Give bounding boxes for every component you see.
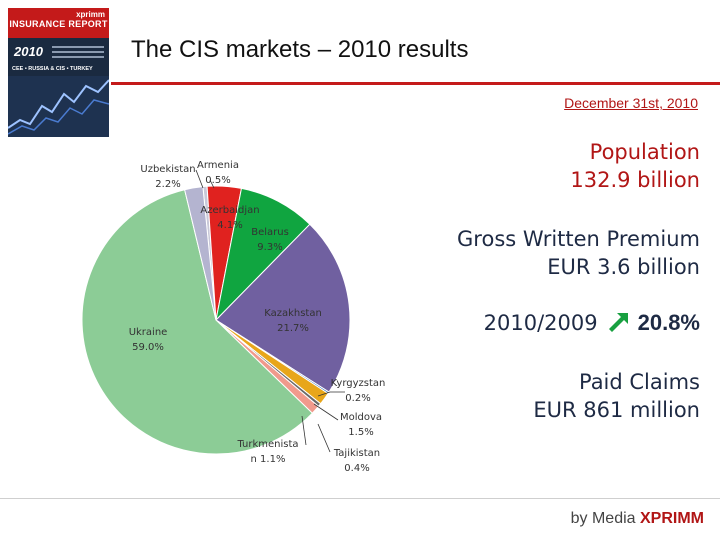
title-underline (111, 82, 720, 85)
cover-text-lines (52, 46, 104, 61)
pie-label-kazakhstan: Kazakhstan 21.7% (264, 308, 322, 334)
cover-report-title: INSURANCE REPORT (9, 19, 108, 29)
pie-label-ukraine: Ukraine 59.0% (129, 327, 168, 353)
leader-line-uzbekistan (195, 169, 204, 189)
report-cover-image: xprimm INSURANCE REPORT 2010 CEE • RUSSI… (8, 8, 109, 137)
page-title: The CIS markets – 2010 results (131, 36, 469, 63)
cover-brand: xprimm (76, 10, 105, 19)
growth-label: 2010/2009 (483, 311, 598, 335)
claims-label: Paid Claims (578, 370, 700, 394)
report-date: December 31st, 2010 (564, 95, 698, 111)
pie-slice-kazakhstan (215, 223, 351, 393)
gwp-label: Gross Written Premium (457, 227, 700, 251)
pie-label-belarus: Belarus 9.3% (251, 227, 289, 253)
pie-label-moldova: Moldova 1.5% (340, 412, 382, 438)
footer-by: by Media (570, 510, 636, 527)
population-label: Population (589, 140, 700, 164)
claims-stat: Paid Claims EUR 861 million (533, 368, 700, 424)
cover-regions: CEE • RUSSIA & CIS • TURKEY (12, 66, 93, 72)
growth-arrow-icon (608, 313, 628, 332)
population-value: 132.9 billion (570, 168, 700, 192)
population-stat: Population 132.9 billion (570, 138, 700, 194)
pie-label-turkmenistan: Turkmenista n 1.1% (236, 439, 298, 465)
pie-label-azerbaidjan: Azerbaidjan 4.1% (200, 205, 259, 231)
growth-stat: 2010/2009 20.8% (484, 310, 700, 336)
pie-label-uzbekistan: Uzbekistan 2.2% (140, 164, 195, 190)
leader-line-armenia (209, 179, 215, 189)
growth-value: 20.8% (637, 310, 700, 335)
cover-year: 2010 (14, 44, 43, 59)
pie-slice-ukraine (81, 189, 313, 455)
cover-graph-icon (8, 76, 109, 137)
footer-credit: by Media XPRIMM (571, 510, 704, 528)
gwp-stat: Gross Written Premium EUR 3.6 billion (457, 225, 700, 281)
footer-divider (0, 498, 720, 499)
leader-line-turkmenistan (301, 415, 307, 446)
leader-line-kyrgyzstan (317, 391, 345, 397)
gwp-value: EUR 3.6 billion (547, 255, 700, 279)
leader-line-moldova (313, 403, 339, 421)
title-bar (111, 26, 720, 82)
leader-line-tajikistan (317, 423, 331, 453)
pie-label-tajikistan: Tajikistan 0.4% (333, 448, 380, 474)
pie-slice-belarus (215, 187, 311, 322)
pie-label-kyrgyzstan: Kyrgyzstan 0.2% (331, 378, 386, 404)
claims-value: EUR 861 million (533, 398, 700, 422)
cover-header: xprimm INSURANCE REPORT (8, 8, 109, 38)
pie-label-armenia: Armenia 0.5% (197, 160, 239, 186)
footer-brand: XPRIMM (640, 510, 704, 527)
